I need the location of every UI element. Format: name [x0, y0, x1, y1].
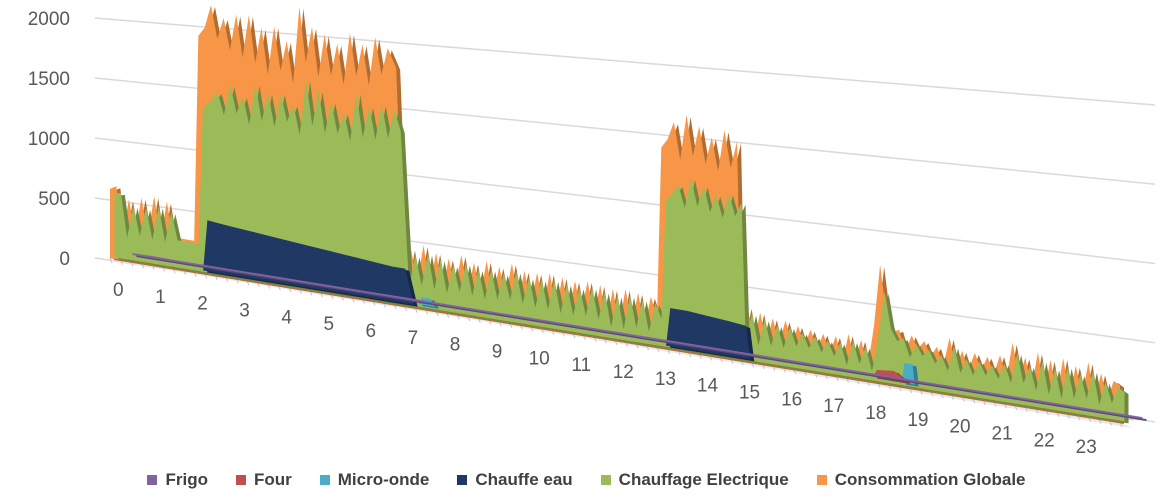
series-layer [110, 5, 1147, 424]
x-tick-label: 23 [1076, 437, 1097, 458]
x-tick-label: 1 [155, 287, 166, 308]
x-tick-label: 6 [366, 321, 377, 342]
legend-label: Consommation Globale [834, 470, 1026, 489]
x-tick-label: 20 [949, 417, 970, 438]
x-tick-label: 0 [113, 280, 124, 301]
y-tick-label: 1500 [28, 69, 70, 90]
series-chauffe-eau [119, 220, 1133, 423]
y-tick-label: 1000 [28, 129, 70, 150]
y-axis-ticks: 0 500 1000 1500 2000 [28, 9, 70, 270]
x-tick-label: 18 [865, 403, 886, 424]
x-tick-label: 17 [823, 396, 844, 417]
x-tick-label: 9 [492, 342, 503, 363]
y-tick-label: 2000 [28, 9, 70, 30]
x-tick-label: 4 [281, 307, 292, 328]
x-tick-label: 10 [529, 348, 550, 369]
legend-label: Chauffage Electrique [618, 470, 789, 489]
x-tick-label: 12 [613, 362, 634, 383]
x-tick-label: 13 [655, 369, 676, 390]
series-side-2 [127, 258, 1138, 423]
legend-swatch [319, 475, 330, 485]
legend-label: Chauffe eau [475, 470, 573, 489]
legend-swatch [600, 475, 611, 485]
series-side-1 [132, 257, 1142, 422]
y-tick-label: 500 [38, 189, 70, 210]
legend: Frigo Four Micro-onde Chauffe eau Chauffage … [0, 466, 1173, 494]
legend-item: Micro-onde [319, 470, 430, 490]
series-area-4 [114, 79, 1125, 422]
legend-item: Consommation Globale [816, 470, 1026, 490]
series-chauffage-electrique [114, 79, 1129, 424]
x-tick-label: 14 [697, 376, 719, 397]
x-tick-label: 3 [239, 301, 250, 322]
x-tick-label: 16 [781, 389, 802, 410]
legend-item: Chauffe eau [457, 470, 573, 490]
legend-label: Frigo [165, 470, 208, 489]
x-tick-label: 19 [907, 410, 928, 431]
x-tick-label: 5 [323, 314, 334, 335]
x-tick-label: 8 [450, 335, 461, 356]
x-tick-label: 15 [739, 383, 760, 404]
legend-item: Frigo [147, 470, 208, 490]
x-axis-ticks: 0 1 2 3 4 5 6 7 8 9 10 11 12 13 14 15 16 17 18 19 20 21 22 23 [113, 280, 1097, 458]
series-frigo [132, 253, 1147, 421]
series-area-0 [132, 253, 1143, 419]
legend-swatch [147, 475, 158, 485]
legend-label: Four [253, 470, 292, 489]
y-tick-label: 0 [59, 249, 70, 270]
legend-swatch [235, 475, 246, 485]
series-area-2 [123, 256, 1134, 421]
floor-tick [109, 257, 113, 264]
legend-swatch [816, 475, 827, 485]
gridline-2000 [94, 17, 1156, 106]
series-area-3 [119, 220, 1129, 421]
x-tick-label: 2 [197, 294, 208, 315]
legend-item: Four [235, 470, 292, 490]
x-tick-label: 22 [1034, 430, 1055, 451]
x-tick-label: 21 [991, 424, 1012, 445]
legend-swatch [457, 475, 468, 485]
legend-item: Chauffage Electrique [600, 470, 789, 490]
x-tick-label: 11 [571, 355, 591, 376]
legend-label: Micro-onde [337, 470, 430, 489]
x-tick-label: 7 [408, 328, 419, 349]
